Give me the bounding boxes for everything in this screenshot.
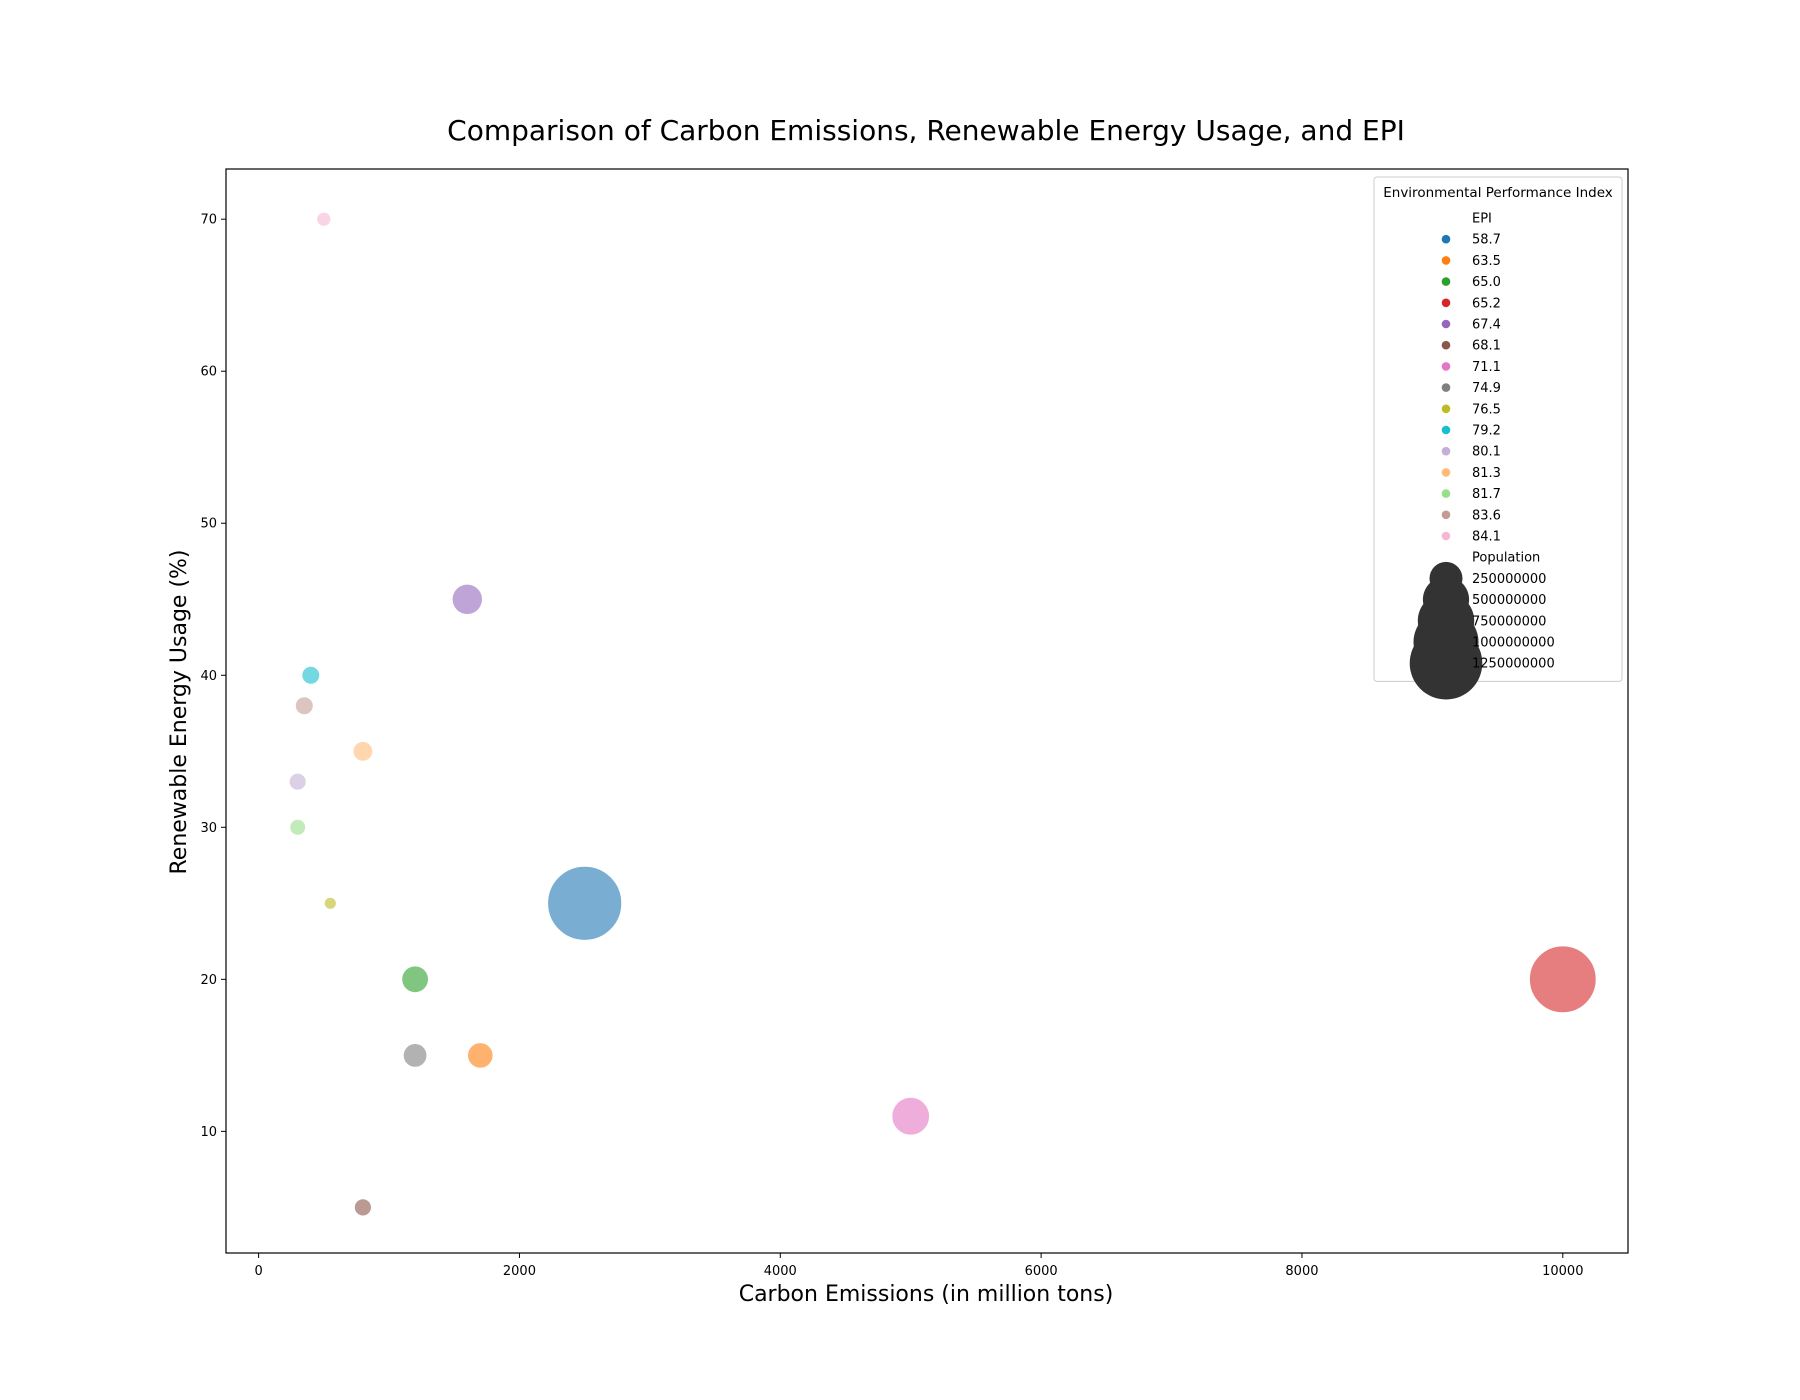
data-point — [402, 1043, 428, 1068]
legend-label: 68.1 — [1472, 339, 1501, 354]
legend-marker — [1441, 510, 1451, 520]
legend-hue-title: EPI — [1472, 212, 1492, 227]
y-tick-label: 70 — [200, 213, 217, 228]
data-point — [1529, 945, 1597, 1013]
x-tick-label: 10000 — [1542, 1264, 1583, 1279]
legend-label: 63.5 — [1472, 254, 1501, 269]
y-axis-label: Renewable Energy Usage (%) — [167, 549, 192, 874]
legend-label: 67.4 — [1472, 318, 1501, 333]
data-point — [301, 665, 321, 685]
y-tick-label: 60 — [200, 365, 217, 380]
y-axis: 10 20 30 40 50 60 70 — [200, 213, 226, 1140]
legend-size-marker — [1409, 626, 1483, 700]
legend-marker — [1441, 531, 1451, 541]
x-tick-label: 4000 — [764, 1264, 797, 1279]
legend-size-label: 500000000 — [1472, 593, 1546, 608]
x-tick-label: 8000 — [1285, 1264, 1318, 1279]
legend-size-label: 1250000000 — [1472, 657, 1555, 672]
data-point — [316, 211, 332, 227]
legend-size-title: Population — [1472, 551, 1540, 566]
legend-label: 65.2 — [1472, 296, 1501, 311]
legend-label: 81.3 — [1472, 466, 1501, 481]
data-point — [289, 818, 307, 836]
x-tick-label: 6000 — [1025, 1264, 1058, 1279]
legend-marker — [1441, 425, 1451, 435]
y-tick-label: 20 — [200, 973, 217, 988]
data-point — [891, 1096, 930, 1136]
legend-marker — [1441, 234, 1451, 244]
legend-label: 79.2 — [1472, 424, 1501, 439]
legend-marker — [1441, 404, 1451, 414]
legend-marker — [1441, 383, 1451, 392]
legend-label: 81.7 — [1472, 487, 1501, 502]
legend-marker — [1441, 319, 1451, 329]
data-point — [352, 741, 374, 762]
x-tick-label: 2000 — [503, 1264, 536, 1279]
legend-label: 80.1 — [1472, 445, 1501, 460]
legend-size-label: 1000000000 — [1472, 636, 1555, 651]
legend-label: 74.9 — [1472, 381, 1501, 396]
points-layer — [288, 211, 1597, 1217]
y-tick-label: 40 — [200, 669, 217, 684]
y-tick-label: 30 — [200, 821, 217, 836]
legend-label: 84.1 — [1472, 530, 1501, 545]
data-point — [451, 583, 483, 615]
legend-title: Environmental Performance Index — [1383, 185, 1613, 201]
data-point — [353, 1198, 372, 1217]
chart-title: Comparison of Carbon Emissions, Renewabl… — [447, 114, 1405, 147]
plot-frame — [225, 168, 1629, 1254]
legend: Environmental Performance Index EPI 58.7 63… — [1373, 176, 1623, 700]
legend-size-label: 750000000 — [1472, 614, 1546, 629]
legend-marker — [1441, 362, 1451, 371]
legend-box — [1373, 176, 1623, 682]
data-point — [467, 1042, 494, 1069]
data-point — [288, 772, 307, 791]
legend-marker — [1441, 256, 1451, 265]
legend-marker — [1441, 277, 1451, 286]
legend-label: 58.7 — [1472, 233, 1501, 248]
y-tick-label: 50 — [200, 517, 217, 532]
legend-label: 65.0 — [1472, 275, 1501, 290]
x-axis: 0 2000 4000 6000 8000 10000 — [254, 1253, 1583, 1279]
data-point — [547, 865, 623, 941]
y-tick-label: 10 — [200, 1125, 217, 1140]
legend-label: 76.5 — [1472, 402, 1501, 417]
legend-marker — [1441, 298, 1451, 308]
legend-size-label: 250000000 — [1472, 572, 1546, 587]
x-axis-label: Carbon Emissions (in million tons) — [739, 1282, 1114, 1307]
data-point — [323, 896, 337, 910]
legend-label: 83.6 — [1472, 508, 1501, 523]
legend-marker — [1441, 489, 1451, 498]
x-tick-label: 0 — [254, 1264, 262, 1279]
data-point — [401, 965, 429, 994]
legend-marker — [1441, 446, 1451, 456]
legend-marker — [1441, 468, 1451, 477]
legend-label: 71.1 — [1472, 360, 1501, 375]
data-point — [294, 696, 314, 715]
legend-marker — [1441, 340, 1451, 350]
